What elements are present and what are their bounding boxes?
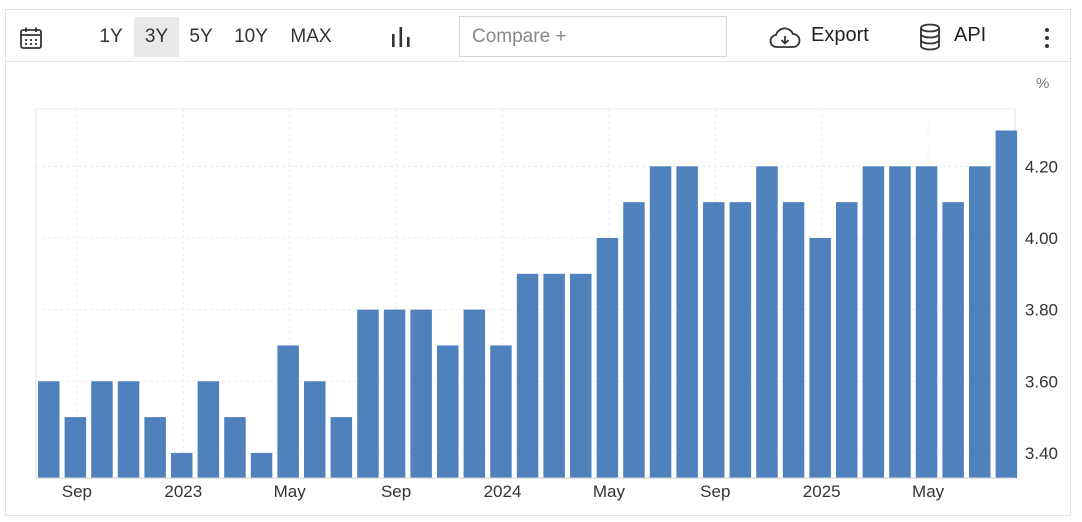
bar[interactable] xyxy=(117,381,140,478)
x-tick-label: 2023 xyxy=(164,482,202,501)
bar[interactable] xyxy=(756,166,778,479)
range-1y-button[interactable]: 1Y xyxy=(99,26,123,47)
bar[interactable] xyxy=(64,417,87,478)
y-tick-label: 3.60 xyxy=(1025,372,1058,391)
bar[interactable] xyxy=(596,237,619,478)
cloud-download-icon[interactable] xyxy=(768,26,802,50)
y-tick-label: 3.40 xyxy=(1025,444,1058,463)
bar-chart-icon[interactable] xyxy=(390,25,412,49)
bar[interactable] xyxy=(809,237,831,478)
range-10y-button[interactable]: 10Y xyxy=(234,26,268,47)
bar[interactable] xyxy=(729,202,752,478)
more-vertical-icon[interactable] xyxy=(1041,27,1053,49)
x-tick-label: May xyxy=(274,482,307,501)
chart-toolbar: 1Y 3Y 5Y 10Y MAX Export API xyxy=(6,10,1070,62)
bar[interactable] xyxy=(304,381,326,478)
bar[interactable] xyxy=(383,309,406,478)
bar[interactable] xyxy=(969,166,991,479)
bar[interactable] xyxy=(782,202,805,478)
bar[interactable] xyxy=(570,273,592,478)
export-button[interactable]: Export xyxy=(811,24,869,46)
x-tick-label: May xyxy=(912,482,945,501)
bar[interactable] xyxy=(224,417,246,478)
bar[interactable] xyxy=(915,166,938,479)
x-tick-label: Sep xyxy=(700,482,730,501)
bar[interactable] xyxy=(410,309,432,478)
range-max-button[interactable]: MAX xyxy=(290,26,332,47)
bar[interactable] xyxy=(543,273,565,478)
bar[interactable] xyxy=(197,381,220,478)
bar[interactable] xyxy=(330,417,353,478)
bar[interactable] xyxy=(516,273,539,478)
bar[interactable] xyxy=(463,309,486,478)
bar[interactable] xyxy=(649,166,672,479)
x-tick-label: Sep xyxy=(62,482,92,501)
bar[interactable] xyxy=(357,309,379,478)
bar[interactable] xyxy=(942,202,964,478)
y-tick-label: 3.80 xyxy=(1025,301,1058,320)
bar[interactable] xyxy=(144,417,166,478)
x-tick-label: Sep xyxy=(381,482,411,501)
api-button[interactable]: API xyxy=(954,24,987,46)
bar[interactable] xyxy=(171,452,193,478)
bar[interactable] xyxy=(437,345,459,478)
range-5y-button[interactable]: 5Y xyxy=(189,26,213,47)
bar[interactable] xyxy=(277,345,299,478)
x-tick-label: 2025 xyxy=(803,482,841,501)
database-icon[interactable] xyxy=(919,23,941,51)
bar[interactable] xyxy=(703,202,725,478)
bar[interactable] xyxy=(91,381,113,478)
x-tick-label: May xyxy=(593,482,626,501)
bar[interactable] xyxy=(38,381,60,478)
bar[interactable] xyxy=(250,452,273,478)
y-tick-label: 4.00 xyxy=(1025,229,1058,248)
bar[interactable] xyxy=(490,345,512,478)
x-tick-label: 2024 xyxy=(484,482,522,501)
compare-input[interactable] xyxy=(459,16,727,57)
calendar-icon[interactable] xyxy=(19,26,43,50)
y-tick-label: 4.20 xyxy=(1025,157,1058,176)
bar[interactable] xyxy=(995,130,1018,478)
y-axis-unit: % xyxy=(1036,75,1050,92)
bar[interactable] xyxy=(676,166,698,479)
bar[interactable] xyxy=(836,202,858,478)
bar[interactable] xyxy=(623,202,645,478)
bar[interactable] xyxy=(862,166,885,479)
bar[interactable] xyxy=(889,166,911,479)
range-3y-button[interactable]: 3Y xyxy=(134,17,179,57)
